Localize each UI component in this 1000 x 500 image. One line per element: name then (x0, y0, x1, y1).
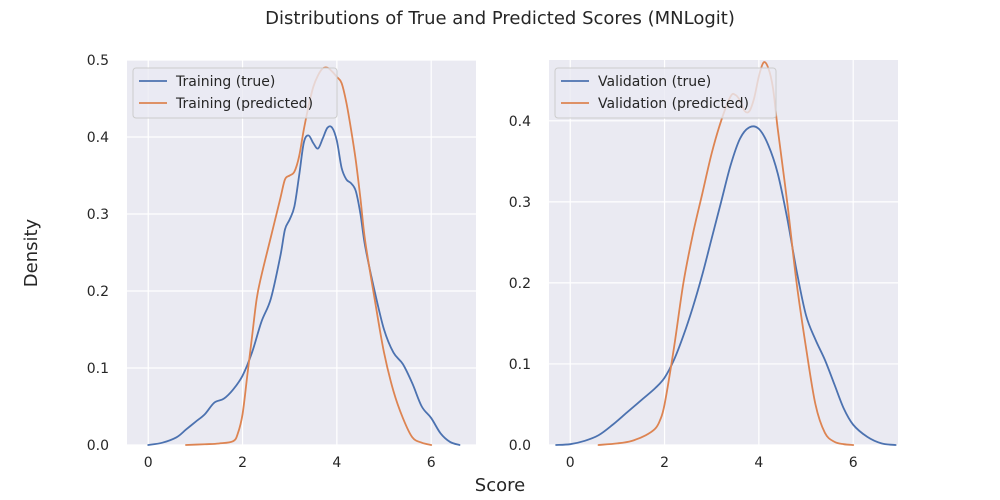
y-tick-label: 0.0 (87, 438, 109, 454)
legend-label: Validation (predicted) (598, 96, 749, 112)
y-tick-label: 0.0 (509, 438, 531, 454)
x-tick-label: 4 (332, 455, 341, 471)
plot-area (127, 60, 476, 445)
legend: Training (true) Training (predicted) (132, 67, 338, 119)
y-tick-label: 0.4 (87, 130, 109, 146)
legend: Validation (true) Validation (predicted) (554, 67, 777, 119)
x-tick-label: 4 (754, 455, 763, 471)
x-tick-label: 2 (660, 455, 669, 471)
y-tick-label: 0.3 (509, 195, 531, 211)
legend-box (554, 67, 777, 119)
y-tick-label: 0.2 (509, 276, 531, 292)
legend-label: Validation (true) (598, 74, 711, 90)
x-tick-label: 2 (238, 455, 247, 471)
figure-title: Distributions of True and Predicted Scor… (265, 8, 735, 29)
series-line-true (555, 125, 897, 446)
series-line-true (147, 125, 461, 446)
figure-ylabel: Density (21, 218, 42, 287)
legend-label: Training (predicted) (175, 96, 313, 112)
legend-box (132, 67, 338, 119)
y-tick-label: 0.3 (87, 207, 109, 223)
y-tick-label: 0.2 (87, 284, 109, 300)
plot-area (549, 60, 898, 445)
x-tick-label: 0 (144, 455, 153, 471)
legend-label: Training (true) (175, 74, 275, 90)
figure-xlabel: Score (475, 475, 525, 496)
x-tick-label: 6 (427, 455, 436, 471)
x-tick-label: 6 (849, 455, 858, 471)
y-tick-label: 0.1 (87, 361, 109, 377)
x-tick-label: 0 (566, 455, 575, 471)
y-tick-label: 0.1 (509, 357, 531, 373)
y-tick-label: 0.4 (509, 114, 531, 130)
y-tick-label: 0.5 (87, 53, 109, 69)
